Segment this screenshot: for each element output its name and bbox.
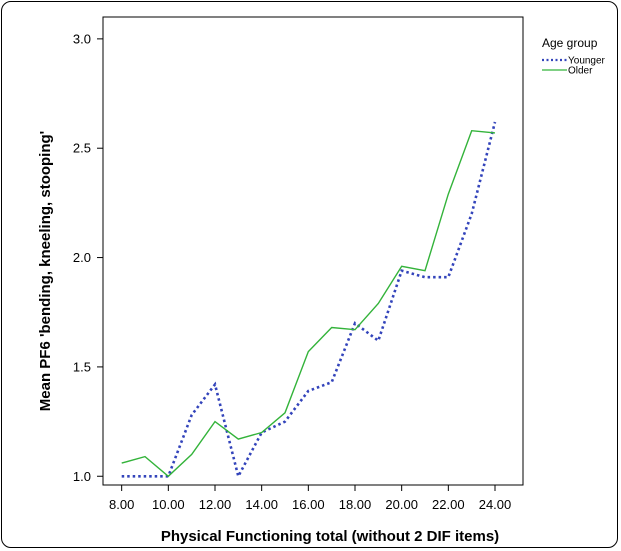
y-tick-label: 1.5 (73, 359, 91, 374)
x-tick-label: 10.00 (152, 497, 185, 512)
y-tick-label: 1.0 (73, 469, 91, 484)
x-tick-label: 8.00 (109, 497, 134, 512)
x-tick-label: 12.00 (199, 497, 232, 512)
plot-area (102, 16, 524, 486)
series-line-older (121, 129, 496, 478)
y-axis-title: Mean PF6 'bending, kneeling, stooping' (37, 131, 54, 411)
x-tick-label: 20.00 (385, 497, 418, 512)
legend-label-younger: Younger (568, 56, 606, 67)
series-line-younger (121, 121, 497, 480)
x-tick-label: 14.00 (245, 497, 278, 512)
legend-label-older: Older (568, 66, 593, 77)
x-axis-title: Physical Functioning total (without 2 DI… (161, 528, 499, 545)
legend-title: Age group (542, 36, 598, 50)
x-tick-label: 16.00 (292, 497, 325, 512)
y-tick-label: 3.0 (73, 31, 91, 46)
y-tick-label: 2.0 (73, 250, 91, 265)
y-tick-label: 2.5 (73, 141, 91, 156)
x-tick-label: 24.00 (479, 497, 512, 512)
x-tick-label: 22.00 (432, 497, 465, 512)
x-tick-label: 18.00 (339, 497, 372, 512)
